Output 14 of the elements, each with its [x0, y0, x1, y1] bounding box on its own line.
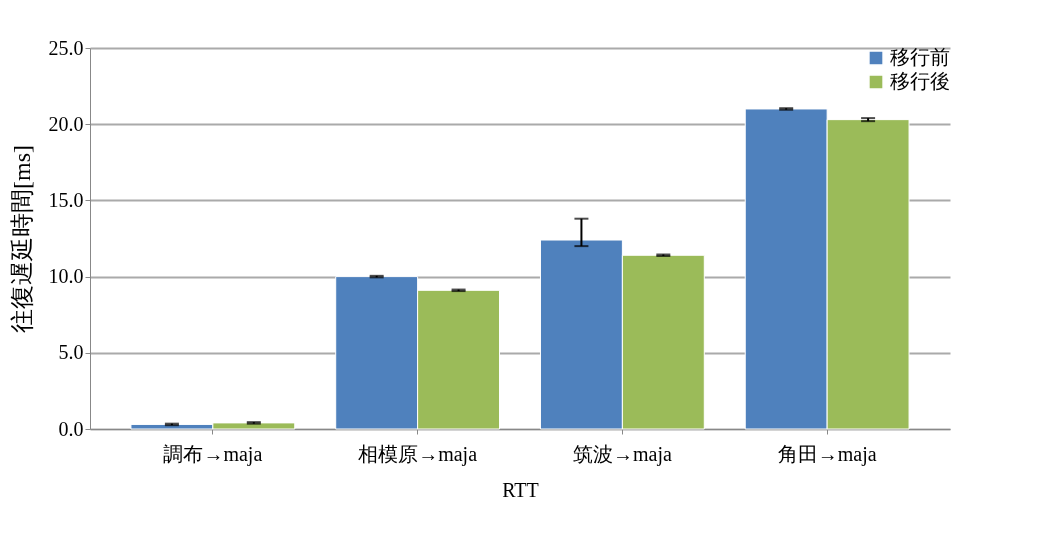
x-tick-label: 角田→maja — [777, 442, 877, 466]
legend-label: 移行前 — [890, 46, 950, 68]
x-tick-label: 相模原→maja — [358, 442, 478, 466]
x-tick-label: 筑波→maja — [572, 442, 672, 466]
y-tick-label: 20.0 — [48, 112, 84, 135]
y-axis-title: 往復遅延時間[ms] — [8, 145, 35, 333]
y-tick-label: 10.0 — [48, 265, 84, 288]
x-axis-title: RTT — [502, 478, 539, 501]
y-tick-label: 25.0 — [48, 36, 84, 59]
legend-label: 移行後 — [890, 70, 950, 92]
x-tick-label: 調布→maja — [163, 442, 263, 466]
y-tick-label: 0.0 — [58, 417, 84, 440]
y-tick-label: 15.0 — [48, 188, 84, 211]
y-tick-label: 5.0 — [58, 341, 84, 364]
